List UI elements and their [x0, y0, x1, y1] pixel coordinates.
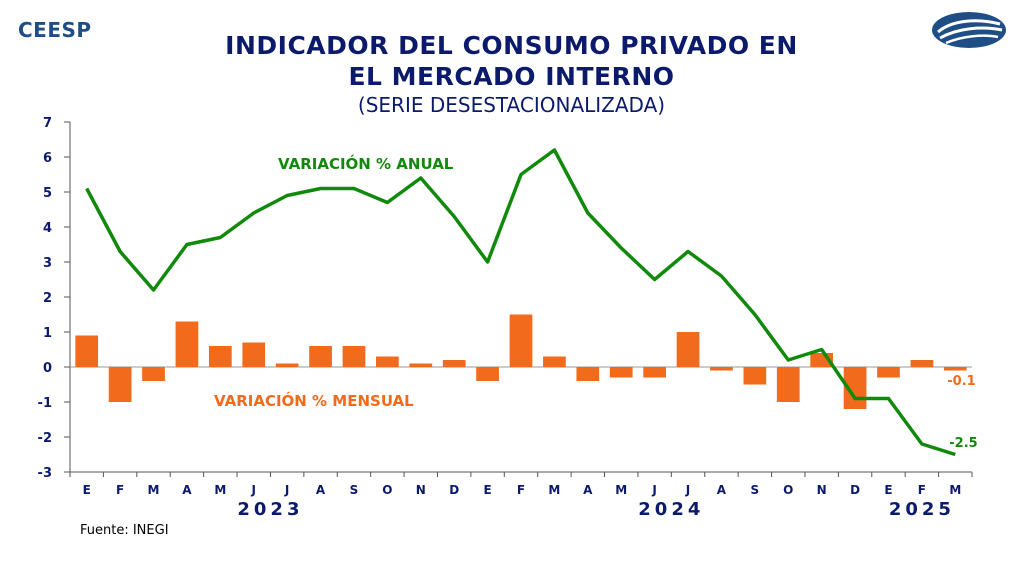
monthly-bar: [476, 367, 499, 381]
x-tick-label: N: [416, 483, 426, 497]
x-tick-label: F: [918, 483, 926, 497]
monthly-bar: [943, 367, 967, 371]
y-tick-label: 3: [43, 256, 52, 271]
monthly-bar: [576, 367, 600, 381]
monthly-bar: [743, 367, 767, 385]
x-tick-label: M: [214, 483, 226, 497]
monthly-end-label: -0.1: [947, 374, 975, 389]
year-label: 2024: [638, 499, 704, 520]
monthly-bar: [242, 342, 266, 367]
x-tick-label: E: [83, 483, 91, 497]
x-tick-label: A: [182, 483, 192, 497]
y-tick-label: 7: [43, 116, 52, 131]
x-tick-label: J: [651, 483, 656, 497]
monthly-bar: [509, 314, 533, 367]
y-tick-label: 6: [43, 151, 52, 166]
x-tick-label: F: [116, 483, 124, 497]
x-tick-label: M: [615, 483, 627, 497]
monthly-bar: [676, 332, 700, 367]
x-tick-label: E: [483, 483, 491, 497]
x-tick-label: M: [949, 483, 961, 497]
monthly-bar: [910, 360, 934, 367]
x-tick-label: A: [717, 483, 727, 497]
x-tick-label: A: [583, 483, 593, 497]
source-note: Fuente: INEGI: [80, 523, 169, 538]
x-tick-label: N: [817, 483, 827, 497]
y-tick-label: 1: [43, 326, 52, 341]
monthly-bar: [543, 356, 566, 367]
x-tick-label: S: [751, 483, 760, 497]
monthly-bar: [275, 363, 299, 367]
chart-title-line-2: EL MERCADO INTERNO: [348, 62, 675, 91]
globe-logo-icon: [932, 12, 1006, 48]
x-tick-label: O: [783, 483, 793, 497]
year-label: 2023: [237, 499, 303, 520]
monthly-bar: [342, 346, 366, 367]
monthly-bar: [609, 367, 633, 378]
monthly-bar: [75, 335, 99, 367]
y-tick-label: 2: [43, 291, 52, 306]
y-tick-label: -2: [38, 431, 52, 446]
x-tick-label: M: [148, 483, 160, 497]
annual-end-label: -2.5: [949, 436, 977, 451]
y-tick-label: 0: [43, 361, 52, 376]
monthly-bar: [409, 363, 433, 367]
monthly-bar: [710, 367, 733, 371]
x-tick-label: F: [517, 483, 525, 497]
y-tick-label: -3: [38, 466, 52, 481]
monthly-bar: [309, 346, 332, 367]
chart-title-block: INDICADOR DEL CONSUMO PRIVADO EN EL MERC…: [0, 30, 1023, 118]
x-tick-label: D: [449, 483, 459, 497]
chart-subtitle: (SERIE DESESTACIONALIZADA): [357, 93, 666, 117]
y-tick-label: 4: [43, 221, 52, 236]
x-tick-label: A: [316, 483, 326, 497]
monthly-series-label: VARIACIÓN % MENSUAL: [214, 391, 414, 410]
monthly-bar: [175, 321, 199, 367]
monthly-bar: [877, 367, 900, 378]
x-tick-label: E: [884, 483, 892, 497]
annual-line: [85, 148, 956, 457]
x-tick-label: J: [251, 483, 256, 497]
brand-logo-text: CEESP: [18, 18, 92, 42]
monthly-bar: [776, 367, 800, 402]
x-tick-label: O: [382, 483, 392, 497]
y-tick-label: 5: [43, 186, 52, 201]
annual-series-label: VARIACIÓN % ANUAL: [278, 154, 454, 173]
x-tick-label: J: [685, 483, 690, 497]
monthly-bar: [208, 346, 232, 367]
x-tick-label: D: [850, 483, 860, 497]
x-tick-label: S: [350, 483, 359, 497]
x-tick-label: J: [284, 483, 289, 497]
monthly-bar: [643, 367, 666, 378]
monthly-bar: [108, 367, 132, 402]
monthly-bar: [376, 356, 399, 367]
monthly-bar: [142, 367, 165, 381]
y-tick-label: -1: [38, 396, 52, 411]
monthly-bar: [442, 360, 466, 367]
x-tick-label: M: [548, 483, 560, 497]
chart-title-line-1: INDICADOR DEL CONSUMO PRIVADO EN: [225, 31, 798, 60]
year-label: 2025: [889, 499, 955, 520]
